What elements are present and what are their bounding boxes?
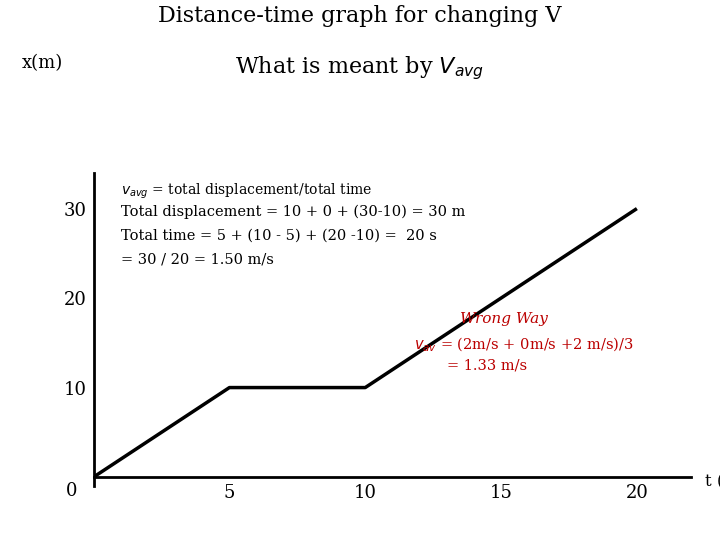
Text: x(m): x(m) [22,54,63,72]
Text: Wrong Way: Wrong Way [460,312,548,326]
Text: t (secs): t (secs) [705,473,720,490]
Text: = 1.33 m/s: = 1.33 m/s [446,359,527,373]
Text: What is meant by $V_{avg}$: What is meant by $V_{avg}$ [235,54,485,82]
Text: Total time = 5 + (10 - 5) + (20 -10) =  20 s: Total time = 5 + (10 - 5) + (20 -10) = 2… [121,228,436,242]
Text: $v_{avg}$ = total displacement/total time: $v_{avg}$ = total displacement/total tim… [121,182,372,201]
Text: Total displacement = 10 + 0 + (30-10) = 30 m: Total displacement = 10 + 0 + (30-10) = … [121,204,465,219]
Text: $v_{av}$ = (2m/s + 0m/s +2 m/s)/3: $v_{av}$ = (2m/s + 0m/s +2 m/s)/3 [414,336,634,354]
Text: 0: 0 [66,482,77,500]
Text: Distance-time graph for changing V: Distance-time graph for changing V [158,5,562,28]
Text: = 30 / 20 = 1.50 m/s: = 30 / 20 = 1.50 m/s [121,252,274,266]
